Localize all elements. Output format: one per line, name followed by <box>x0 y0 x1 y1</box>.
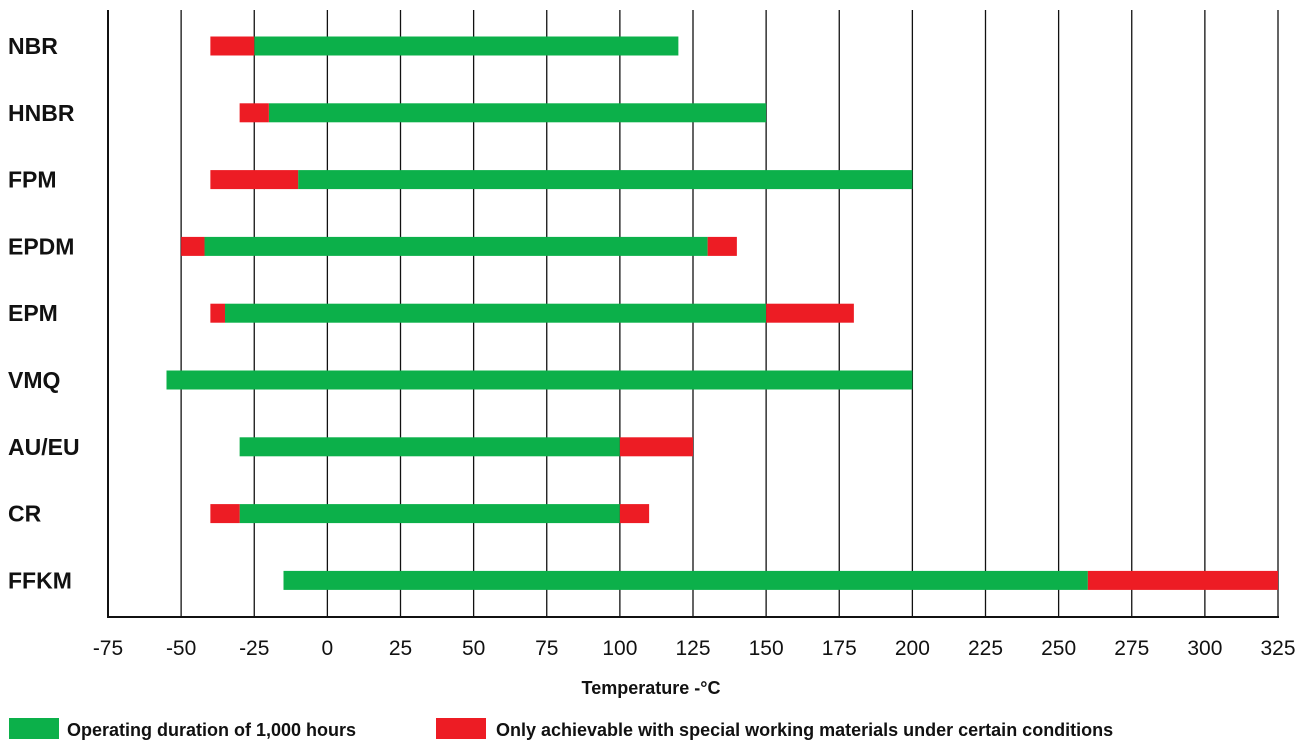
x-tick-label: 150 <box>749 637 784 660</box>
category-label: NBR <box>8 33 58 59</box>
bar-operating-range <box>283 570 1088 590</box>
bar-special-range <box>210 170 299 190</box>
bar-operating-range <box>239 504 620 524</box>
x-tick-label: 300 <box>1187 637 1222 660</box>
legend-swatch-operating <box>9 718 59 739</box>
x-tick-label: 175 <box>822 637 857 660</box>
x-axis-title: Temperature -°C <box>582 678 721 698</box>
bar-operating-range <box>298 170 913 190</box>
bar-special-range <box>766 303 854 323</box>
bar-special-range <box>210 36 255 56</box>
bar-operating-range <box>254 36 679 56</box>
bar-special-range <box>1087 570 1278 590</box>
x-tick-label: 250 <box>1041 637 1076 660</box>
x-tick-label: 275 <box>1114 637 1149 660</box>
x-tick-label: 100 <box>602 637 637 660</box>
category-label: CR <box>8 501 42 527</box>
bar-operating-range <box>166 370 913 390</box>
x-tick-label: -25 <box>239 637 269 660</box>
category-label: FPM <box>8 167 57 193</box>
bar-special-range <box>181 236 205 256</box>
x-tick-label: 75 <box>535 637 558 660</box>
bar-special-range <box>239 103 269 123</box>
category-label: FFKM <box>8 567 72 593</box>
legend-swatch-special <box>436 718 486 739</box>
x-tick-label: 25 <box>389 637 412 660</box>
bar-special-range <box>210 504 240 524</box>
category-label: EPDM <box>8 233 74 259</box>
category-label: VMQ <box>8 367 60 393</box>
bar-special-range <box>619 504 650 524</box>
bar-operating-range <box>268 103 767 123</box>
x-tick-label: -50 <box>166 637 196 660</box>
legend-label-operating: Operating duration of 1,000 hours <box>67 720 356 740</box>
bar-operating-range <box>204 236 708 256</box>
category-label: HNBR <box>8 100 75 126</box>
bars <box>166 36 1278 590</box>
x-axis <box>107 10 1279 618</box>
bar-special-range <box>619 437 693 457</box>
x-tick-label: 325 <box>1260 637 1295 660</box>
bar-special-range <box>210 303 225 323</box>
x-tick-label: 50 <box>462 637 485 660</box>
bar-operating-range <box>225 303 767 323</box>
x-tick-label: 225 <box>968 637 1003 660</box>
category-labels: NBR HNBR FPM EPDM EPM VMQ AU/EU CR FFKM <box>8 33 80 593</box>
category-label: EPM <box>8 300 58 326</box>
bar-operating-range <box>239 437 620 457</box>
legend: Operating duration of 1,000 hours Only ac… <box>9 718 1113 740</box>
bar-special-range <box>707 236 737 256</box>
x-tick-label: 0 <box>322 637 334 660</box>
x-tick-label: -75 <box>93 637 123 660</box>
x-tick-label: 125 <box>675 637 710 660</box>
x-tick-labels: -75 -50 -25 0 25 50 75 100 125 150 175 200 225 250 275… <box>93 637 1296 660</box>
x-tick-label: 200 <box>895 637 930 660</box>
category-label: AU/EU <box>8 434 80 460</box>
legend-label-special: Only achievable with special working mat… <box>496 720 1113 740</box>
